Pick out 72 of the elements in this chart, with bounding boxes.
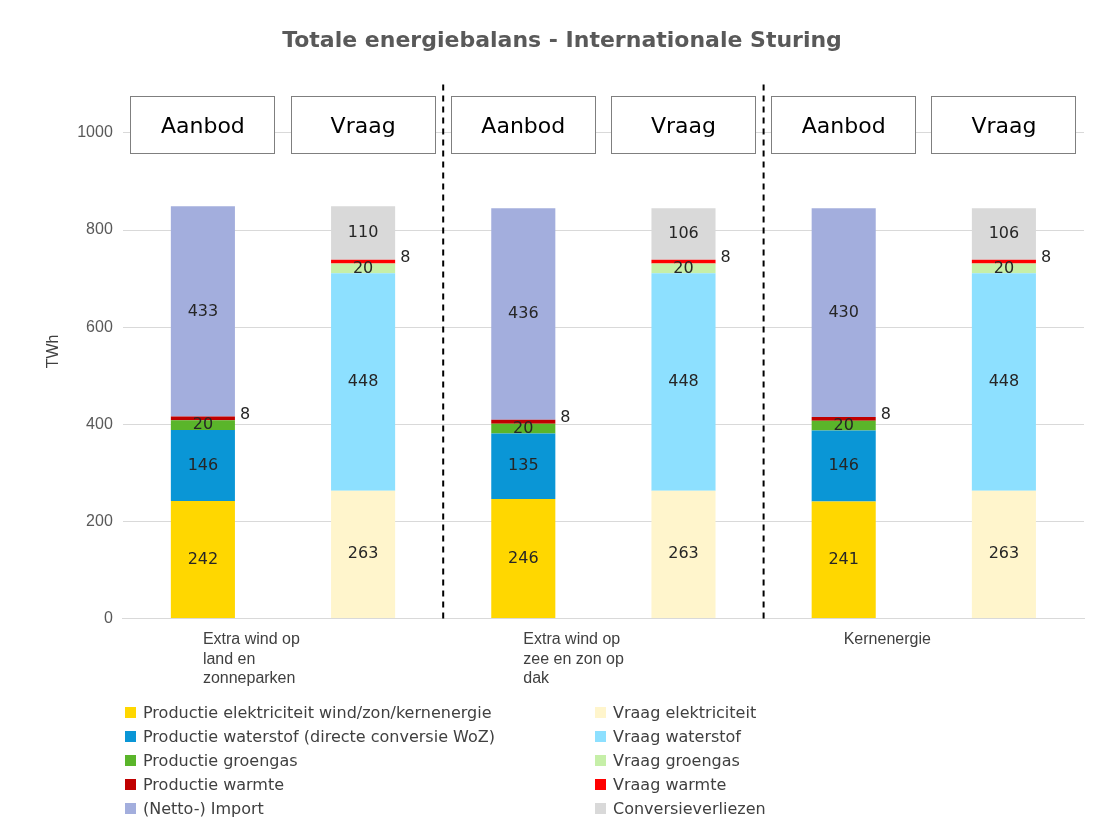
y-tick-label: 400 [86, 414, 113, 432]
data-label: 241 [828, 548, 859, 568]
data-label: 430 [828, 301, 859, 321]
data-label: 242 [187, 548, 219, 568]
bar [491, 208, 556, 420]
data-label: 110 [347, 222, 379, 242]
bar [811, 501, 876, 618]
data-label: 436 [508, 303, 539, 323]
data-label: 8 [239, 403, 251, 423]
bar [651, 490, 716, 618]
bar [331, 490, 396, 618]
legend-label: Productie warmte [143, 774, 285, 794]
annotation: Aanbod [801, 112, 886, 138]
annotation: Vraag [650, 112, 716, 138]
bar [971, 273, 1036, 491]
data-label: 246 [508, 547, 539, 567]
bar [170, 500, 235, 618]
data-label: 448 [668, 371, 699, 391]
y-tick-label: 1000 [77, 123, 113, 141]
legend-label: (Netto-) Import [143, 798, 264, 818]
bar [491, 433, 556, 499]
data-label: 433 [187, 300, 219, 320]
bar [651, 273, 716, 491]
data-label: 8 [720, 246, 731, 266]
data-label: 263 [988, 543, 1020, 563]
data-label: 8 [560, 406, 571, 426]
data-label: 106 [988, 223, 1020, 243]
x-tick-label: Extra wind op land en zonneparken [202, 630, 300, 686]
y-tick-label: 200 [86, 511, 113, 529]
x-tick-label: Extra wind op zee en zon op dak [523, 630, 624, 686]
legend-label: Productie waterstof (directe conversie WoZ) [143, 726, 495, 746]
annotation: Vraag [971, 112, 1037, 138]
chart-title: Totale energiebalans - Internationale Sturing [282, 26, 842, 52]
bar [331, 273, 396, 491]
legend-label: Productie elektriciteit wind/zon/kernenergie [143, 702, 492, 722]
y-tick-label: 800 [86, 220, 113, 238]
annotation: Aanbod [481, 112, 566, 138]
data-label: 8 [1040, 246, 1052, 266]
data-label: 106 [668, 223, 699, 243]
data-label: 146 [828, 455, 859, 475]
data-label: 20 [673, 257, 694, 277]
bar [491, 498, 556, 618]
y-tick-label: 0 [103, 608, 113, 626]
data-label: 448 [988, 371, 1020, 391]
annotation: Vraag [330, 112, 396, 138]
data-label: 20 [352, 257, 374, 277]
data-label: 263 [668, 543, 699, 563]
legend-label: Vraag groengas [613, 750, 740, 770]
data-label: 20 [192, 414, 214, 434]
annotation: Aanbod [160, 112, 245, 138]
data-label: 20 [833, 414, 854, 434]
bar [811, 430, 876, 502]
data-label: 8 [400, 246, 411, 266]
legend-label: Vraag waterstof [613, 726, 741, 746]
data-label: 8 [880, 404, 891, 424]
data-label: 20 [513, 417, 534, 437]
data-label: 146 [187, 454, 219, 474]
data-label: 135 [508, 455, 539, 475]
data-label: 20 [993, 257, 1015, 277]
bar [971, 490, 1036, 618]
legend-label: Vraag warmte [613, 774, 727, 794]
data-label: 448 [347, 371, 379, 391]
bar [170, 430, 235, 501]
x-tick-label: Kernenergie [843, 630, 931, 648]
legend-label: Conversieverliezen [613, 798, 766, 818]
bar [811, 208, 876, 417]
y-axis-title: TWh [44, 334, 62, 369]
legend-label: Productie groengas [143, 750, 298, 770]
legend-label: Vraag elektriciteit [613, 702, 757, 722]
bar [170, 206, 235, 417]
y-tick-label: 600 [86, 317, 113, 335]
data-label: 263 [347, 543, 379, 563]
